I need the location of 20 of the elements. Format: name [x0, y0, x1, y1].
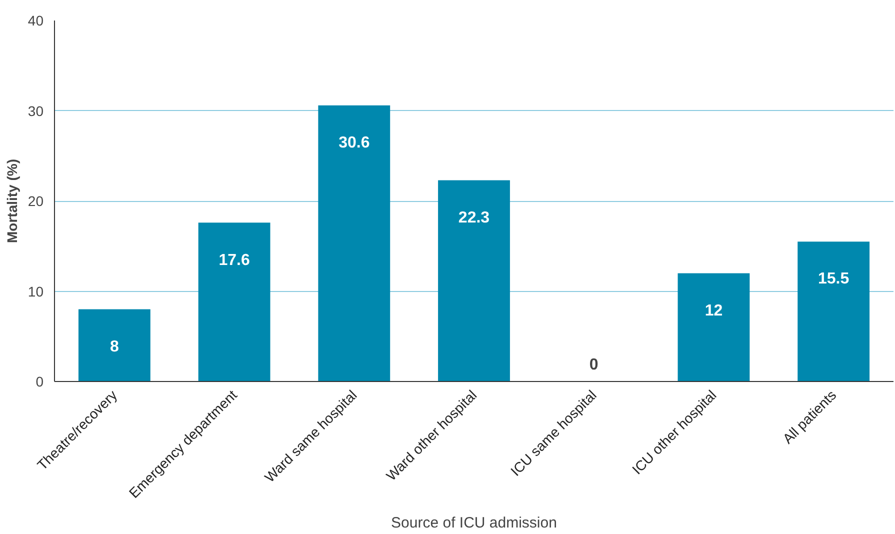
data-label: 0: [589, 356, 598, 374]
bar: [438, 180, 510, 382]
y-tick-label: 30: [28, 102, 44, 119]
x-axis-title: Source of ICU admission: [391, 514, 557, 532]
data-label: 30.6: [338, 134, 370, 152]
bar: [318, 105, 390, 382]
y-tick-label: 20: [28, 193, 44, 209]
bar: [198, 222, 270, 382]
y-tick-label: 0: [36, 374, 44, 390]
data-label: 22.3: [458, 209, 490, 226]
bar: [678, 273, 750, 382]
y-axis-title: Mortality (%): [4, 159, 20, 243]
data-label: 12: [704, 302, 723, 320]
data-label: 17.6: [218, 252, 250, 269]
bar: [78, 309, 150, 382]
y-tick-label: 10: [28, 283, 44, 300]
y-tick-label: 40: [28, 12, 44, 28]
data-label: 15.5: [818, 270, 850, 288]
bar: [798, 242, 870, 382]
data-label: 8: [110, 338, 119, 356]
